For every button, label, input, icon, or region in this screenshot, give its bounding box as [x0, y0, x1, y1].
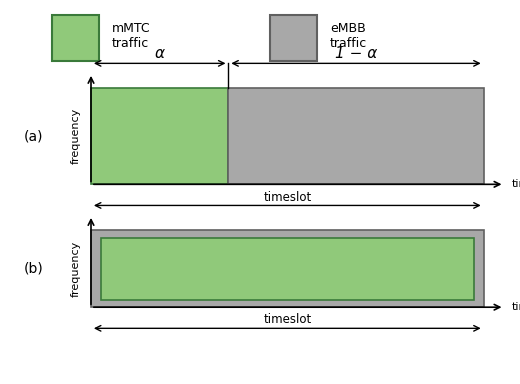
- Text: mMTC
traffic: mMTC traffic: [112, 22, 150, 50]
- Text: (b): (b): [24, 262, 44, 276]
- Text: eMBB
traffic: eMBB traffic: [330, 22, 368, 50]
- Text: (a): (a): [24, 129, 44, 143]
- Text: timeslot: timeslot: [263, 313, 311, 326]
- Text: timeslot: timeslot: [263, 190, 311, 204]
- Bar: [91, 230, 484, 307]
- Bar: [228, 88, 484, 184]
- Text: time: time: [512, 302, 520, 312]
- Text: time: time: [512, 179, 520, 189]
- Text: α: α: [155, 46, 165, 61]
- Bar: [52, 15, 99, 61]
- Text: frequency: frequency: [70, 108, 81, 164]
- Text: 1 − α: 1 − α: [335, 46, 377, 61]
- Bar: [91, 88, 228, 184]
- Bar: [270, 15, 317, 61]
- Bar: [101, 238, 474, 300]
- Text: frequency: frequency: [70, 241, 81, 297]
